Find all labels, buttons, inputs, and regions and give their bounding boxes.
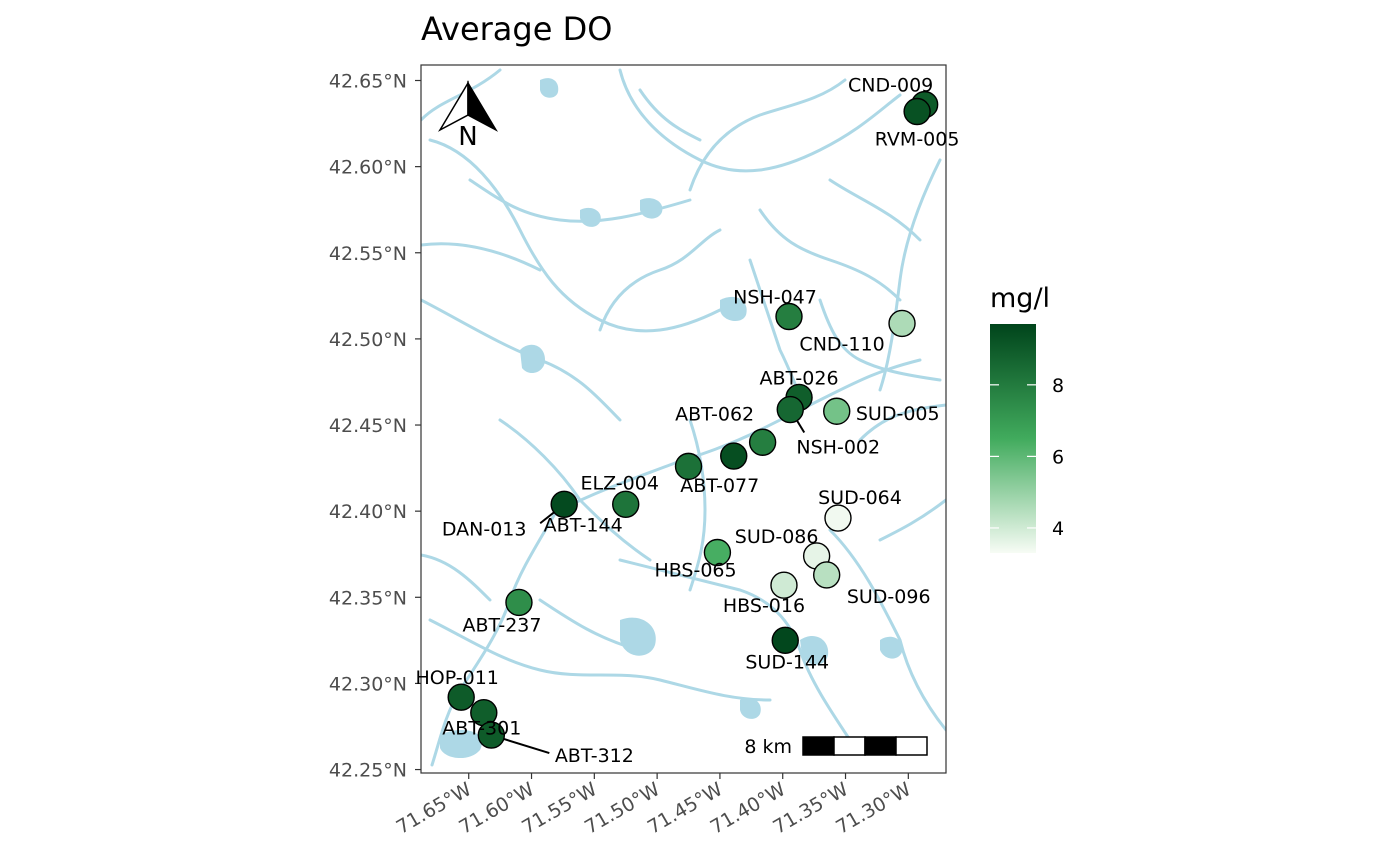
north-arrow-right-icon: [467, 80, 499, 132]
site-label: RVM-005: [875, 129, 960, 151]
legend: mg/l 4 6 8: [990, 283, 1064, 553]
legend-colorbar: [990, 324, 1036, 553]
site-label: SUD-086: [735, 526, 819, 548]
site-point-abt-144: [550, 490, 578, 518]
site-label: NSH-047: [733, 287, 817, 309]
y-tick-label: 42.60°N: [329, 157, 407, 179]
site-point-rvm-005: [903, 97, 931, 126]
site-label: ABT-237: [462, 614, 541, 636]
site-point-hbs-016: [703, 538, 732, 567]
site-label: SUD-096: [847, 586, 931, 608]
x-axis: 71.65°W71.60°W71.55°W71.50°W71.45°W71.40…: [393, 773, 915, 839]
site-label: SUD-064: [818, 487, 902, 509]
site-point-cnd-110: [888, 309, 916, 338]
y-tick-label: 42.25°N: [329, 760, 407, 782]
site-label: DAN-013: [442, 518, 527, 540]
y-tick-label: 42.35°N: [329, 587, 407, 609]
north-arrow: N: [437, 80, 499, 152]
site-point-abt-062: [748, 428, 777, 456]
panel-border: [420, 64, 947, 774]
legend-tick-label: 6: [1052, 446, 1064, 468]
site-point-abt-237: [505, 588, 533, 617]
site-label: NSH-002: [796, 437, 880, 459]
scale-bar: 8 km: [744, 736, 928, 758]
site-label: ABT-301: [442, 718, 521, 740]
site-labels: CND-009 RVM-005 NSH-047 CND-110 ABT-026 ABT-0…: [415, 75, 959, 767]
legend-tick-label: 8: [1052, 375, 1064, 397]
scale-bar-label: 8 km: [744, 736, 792, 758]
site-label: HOP-011: [415, 667, 498, 689]
legend-title: mg/l: [990, 283, 1050, 314]
site-label: ABT-144: [544, 514, 623, 536]
legend-tick-label: 4: [1052, 518, 1064, 540]
y-tick-label: 42.55°N: [329, 243, 407, 265]
site-point-abt-312: [477, 721, 506, 749]
site-point-sud-064: [824, 504, 852, 532]
site-label: CND-110: [799, 333, 884, 355]
water-layer: [421, 68, 946, 767]
site-point-hbs-016b: [770, 571, 798, 599]
site-point-sud-096: [812, 561, 841, 589]
site-label: SUD-144: [745, 651, 829, 673]
site-points: [447, 90, 939, 749]
site-label: ABT-077: [680, 475, 759, 497]
site-point-sud-144: [771, 626, 799, 655]
y-tick-label: 42.45°N: [329, 415, 407, 437]
y-tick-label: 42.50°N: [329, 329, 407, 351]
chart-title: Average DO: [421, 10, 612, 48]
site-label: HBS-065: [654, 559, 736, 581]
map-panel: [420, 64, 947, 774]
y-tick-label: 42.30°N: [329, 673, 407, 695]
site-label: ELZ-004: [581, 472, 659, 494]
site-point-hop-011: [447, 683, 475, 711]
site-point-nsh-002: [776, 395, 804, 424]
y-axis: 42.65°N 42.60°N 42.55°N 42.50°N 42.45°N 42.40…: [329, 71, 421, 782]
site-point-hbs-065: [674, 452, 703, 481]
site-label: ABT-026: [760, 367, 839, 389]
site-point-sud-005: [823, 397, 851, 425]
site-label: SUD-005: [856, 403, 940, 425]
site-point-elz-004: [612, 490, 640, 518]
y-tick-label: 42.40°N: [329, 501, 407, 523]
site-label: CND-009: [848, 75, 933, 97]
north-arrow-label: N: [458, 122, 477, 152]
site-label: HBS-016: [723, 595, 805, 617]
site-label: ABT-312: [555, 745, 634, 767]
site-label: ABT-062: [675, 403, 754, 425]
y-tick-label: 42.65°N: [329, 71, 407, 93]
site-point-nsh-047: [775, 302, 803, 331]
site-point-abt-077: [720, 442, 748, 470]
